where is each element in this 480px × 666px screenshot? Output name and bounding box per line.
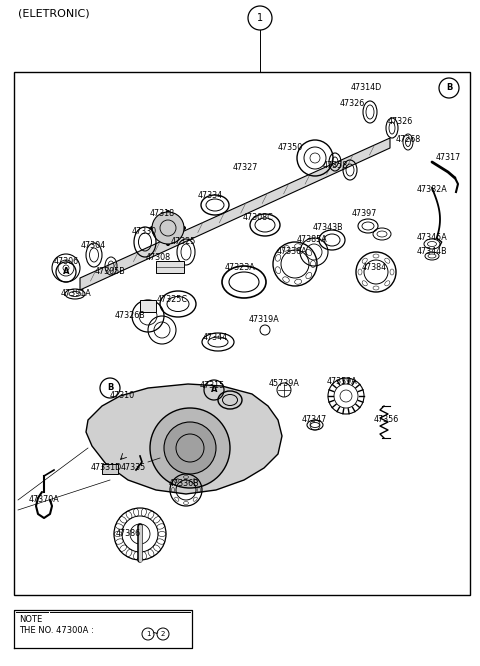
Text: 47356: 47356 bbox=[373, 416, 398, 424]
Text: 47317: 47317 bbox=[435, 153, 461, 163]
Text: 47308: 47308 bbox=[145, 254, 170, 262]
Text: 47315: 47315 bbox=[199, 382, 225, 390]
Text: 47384: 47384 bbox=[361, 264, 386, 272]
Circle shape bbox=[164, 422, 216, 474]
Text: 47325C: 47325C bbox=[156, 296, 188, 304]
Text: 47323A: 47323A bbox=[225, 264, 255, 272]
Text: 47344: 47344 bbox=[203, 334, 228, 342]
Text: 47382A: 47382A bbox=[417, 186, 447, 194]
Polygon shape bbox=[80, 138, 390, 290]
Text: 47305B: 47305B bbox=[95, 268, 125, 276]
Text: 47318: 47318 bbox=[149, 210, 175, 218]
Text: B: B bbox=[446, 83, 452, 93]
Text: 47386: 47386 bbox=[115, 529, 141, 539]
Polygon shape bbox=[86, 384, 282, 494]
Text: 47345A: 47345A bbox=[417, 234, 447, 242]
Text: 47331D: 47331D bbox=[90, 464, 121, 472]
Bar bbox=[156, 261, 184, 273]
Circle shape bbox=[152, 212, 184, 244]
Text: 1: 1 bbox=[257, 13, 263, 23]
Text: A: A bbox=[63, 268, 69, 276]
Text: 47336A: 47336A bbox=[276, 248, 307, 256]
Text: 1: 1 bbox=[146, 631, 150, 637]
Text: 47343B: 47343B bbox=[312, 224, 343, 232]
Text: 47268: 47268 bbox=[396, 135, 420, 145]
Text: 47370A: 47370A bbox=[29, 496, 60, 505]
Text: 47314D: 47314D bbox=[350, 83, 382, 93]
Text: 47350: 47350 bbox=[277, 143, 302, 153]
Text: 47327: 47327 bbox=[232, 163, 258, 172]
Text: 45739A: 45739A bbox=[269, 378, 300, 388]
Text: 47326: 47326 bbox=[339, 99, 365, 107]
Text: 47397: 47397 bbox=[351, 208, 377, 218]
Text: 47391A: 47391A bbox=[60, 290, 91, 298]
Text: 47306: 47306 bbox=[53, 258, 79, 266]
Bar bbox=[14, 72, 470, 595]
Text: THE NO. 47300A :: THE NO. 47300A : bbox=[19, 626, 96, 635]
Text: 47347: 47347 bbox=[301, 416, 326, 424]
Text: 47385A: 47385A bbox=[297, 236, 327, 244]
Text: A: A bbox=[211, 386, 217, 394]
Text: (ELETRONIC): (ELETRONIC) bbox=[18, 9, 90, 19]
Text: 47304: 47304 bbox=[81, 242, 106, 250]
Bar bbox=[102, 464, 118, 474]
Text: 47334: 47334 bbox=[197, 192, 223, 200]
Text: 47308C: 47308C bbox=[242, 214, 274, 222]
Text: B: B bbox=[107, 384, 113, 392]
Text: 47339A: 47339A bbox=[326, 378, 358, 386]
Circle shape bbox=[150, 408, 230, 488]
Text: 2: 2 bbox=[161, 631, 165, 637]
Text: 47326B: 47326B bbox=[115, 312, 145, 320]
Text: 47326: 47326 bbox=[387, 117, 413, 127]
Text: 47335: 47335 bbox=[120, 464, 145, 472]
Text: 47319A: 47319A bbox=[249, 316, 279, 324]
Text: 47310: 47310 bbox=[109, 392, 134, 400]
Text: 47325: 47325 bbox=[170, 238, 196, 246]
Text: ~: ~ bbox=[152, 629, 158, 639]
Text: 47330: 47330 bbox=[132, 228, 156, 236]
Text: 47344B: 47344B bbox=[417, 248, 447, 256]
Text: NOTE: NOTE bbox=[19, 615, 42, 624]
Text: 47358: 47358 bbox=[323, 161, 348, 170]
Bar bbox=[140, 300, 156, 312]
Text: 47336B: 47336B bbox=[168, 480, 199, 488]
